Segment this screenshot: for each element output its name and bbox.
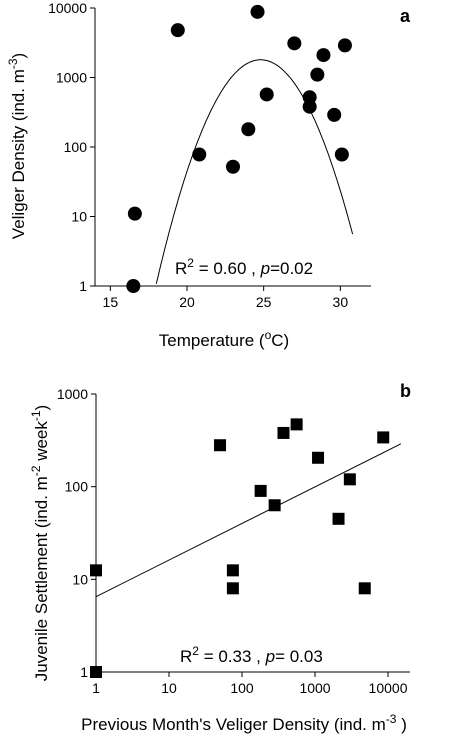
panel-a-r2-annotation: R2 = 0.60 , p=0.02 bbox=[175, 256, 313, 278]
panel-a-data-point bbox=[310, 67, 325, 82]
panel-b-y-tick-label: 1000 bbox=[57, 386, 88, 402]
panel-a-y-tick-label: 100 bbox=[64, 139, 88, 155]
panel-a-y-tick-label: 1 bbox=[79, 278, 87, 294]
panel-b-data-point bbox=[343, 473, 356, 486]
panel-a-plot-area: 15 20 25 30 1 10 100 1000 10000 bbox=[48, 0, 371, 310]
panel-b-data-point bbox=[312, 451, 325, 464]
panel-a-label: a bbox=[400, 6, 411, 26]
panel-a-data-point bbox=[259, 87, 274, 102]
panel-a-x-axis-label: Temperature (oC) bbox=[159, 328, 289, 350]
panel-a-fit-curve bbox=[155, 59, 354, 284]
panel-a-data-point bbox=[192, 147, 207, 162]
panel-a-x-tick-label: 25 bbox=[256, 294, 272, 310]
panel-b-data-point bbox=[226, 582, 239, 595]
panel-a-y-tick-label: 1000 bbox=[56, 70, 87, 86]
panel-b-y-tick-label: 1 bbox=[80, 664, 88, 680]
panel-b-data-point bbox=[254, 484, 267, 497]
panel-a-y-tick-label: 10 bbox=[71, 209, 87, 225]
panel-a-data-point bbox=[316, 48, 331, 63]
panel-b-data-point bbox=[226, 564, 239, 577]
panel-b-y-tick-label: 100 bbox=[65, 479, 89, 495]
panel-a-data-point bbox=[302, 99, 317, 114]
panel-b-y-tick-label: 10 bbox=[72, 571, 88, 587]
panel-b-x-tick-label: 1 bbox=[92, 680, 100, 696]
panel-b-plot-area: 1 10 100 1000 10000 1 10 100 1000 bbox=[57, 386, 410, 696]
panel-a-data-point bbox=[327, 107, 342, 122]
panel-b-r2-annotation: R2 = 0.33 , p= 0.03 bbox=[180, 644, 323, 666]
panel-a-data-point bbox=[126, 279, 141, 293]
panel-b-data-point bbox=[277, 426, 290, 439]
panel-a-data-point bbox=[250, 4, 265, 19]
panel-a-data-point bbox=[337, 38, 352, 53]
panel-a-y-tick-label: 10000 bbox=[48, 0, 87, 16]
panel-b-x-tick-label: 10 bbox=[161, 680, 177, 696]
panel-b-data-point bbox=[332, 512, 345, 525]
panel-b-data-point bbox=[358, 582, 371, 595]
panel-b-y-axis-label: Juvenile Settlement (ind. m-2 week-1) bbox=[29, 405, 51, 681]
panel-b-fit-line bbox=[95, 443, 402, 598]
panel-a: 15 20 25 30 1 10 100 1000 10000 a R2 = 0.60 , p=… bbox=[6, 0, 411, 350]
panel-b-data-point bbox=[268, 499, 281, 512]
panel-b-x-tick-label: 100 bbox=[230, 680, 254, 696]
panel-a-data-point bbox=[226, 159, 240, 174]
panel-a-x-tick-label: 30 bbox=[333, 294, 349, 310]
panel-b-x-tick-label: 1000 bbox=[299, 680, 330, 696]
panel-a-x-tick-label: 15 bbox=[103, 294, 119, 310]
panel-b-data-point bbox=[290, 418, 303, 431]
panel-a-x-tick-label: 20 bbox=[179, 294, 195, 310]
panel-a-data-point bbox=[241, 122, 256, 137]
panel-a-data-point bbox=[127, 206, 142, 221]
panel-b-x-axis-label: Previous Month's Veliger Density (ind. m… bbox=[81, 712, 407, 734]
panel-b-data-point bbox=[214, 439, 227, 452]
panel-a-data-point bbox=[334, 147, 349, 162]
panel-a-data-point bbox=[287, 36, 302, 51]
panel-a-y-axis-label: Veliger Density (ind. m-3) bbox=[6, 53, 28, 239]
panel-a-data-point bbox=[170, 23, 185, 38]
panel-b: 1 10 100 1000 10000 1 10 100 1000 b R2 = 0.33 , … bbox=[29, 381, 411, 734]
panel-b-data-point bbox=[90, 666, 102, 678]
panel-b-x-tick-label: 10000 bbox=[369, 680, 408, 696]
panel-b-data-point bbox=[90, 564, 102, 577]
panel-b-data-point bbox=[377, 431, 390, 444]
panel-b-label: b bbox=[400, 381, 411, 401]
